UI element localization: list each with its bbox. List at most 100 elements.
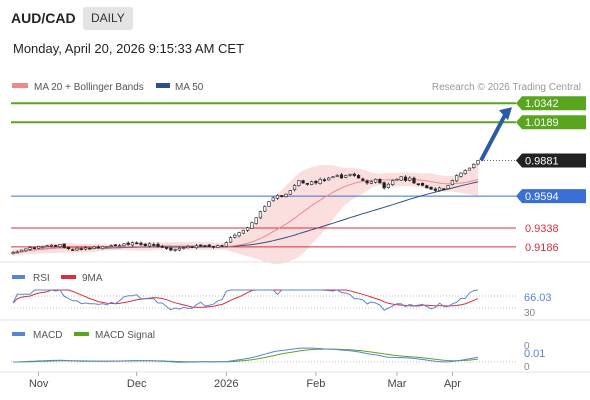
level-text: 0.9881 [525,155,559,167]
candle [224,241,228,248]
candle-body-up [284,193,288,197]
candle [327,177,331,181]
rsi-line [12,289,479,311]
candle [96,245,100,249]
candle [169,246,173,252]
candle [36,245,41,249]
candle [241,229,245,235]
candle-body-down [190,246,194,248]
level-label-last: 0.9881 [516,153,586,168]
candle-body-up [408,177,412,181]
ma20-legend-label: MA 20 + Bollinger Bands [34,82,144,93]
candle-body-down [62,243,66,248]
candle-body-up [331,176,335,179]
candle-body-up [288,190,292,195]
candle-body-down [203,245,207,247]
candle-body-down [356,175,361,179]
candle-body-down [211,246,216,248]
candles [11,160,480,255]
candle-body-up [241,229,245,234]
candle [250,221,254,229]
candle-body-up [391,180,395,185]
candle [378,178,382,184]
candle [62,243,66,249]
candle-body-down [135,242,139,245]
candle [105,246,109,249]
candle [45,244,49,248]
candle-body-down [305,183,309,185]
candle [258,210,263,219]
candle-body-up [130,242,135,246]
candle [344,174,348,179]
candle-body-up [275,195,280,199]
candle [420,182,425,187]
candle [49,244,54,248]
candle-body-down [352,173,356,176]
x-tick-label: Apr [444,378,461,390]
candle-body-up [237,232,241,237]
candle-body-up [11,252,15,255]
candle-body-down [301,180,305,184]
candle [382,181,386,190]
candle-body-up [327,177,331,181]
candle [437,186,442,192]
candle [143,243,147,247]
candle [408,176,412,182]
candle-body-up [105,246,109,249]
level-label-resistance: 1.0342 [516,96,586,111]
candle [395,178,399,181]
candle-body-down [220,245,224,247]
timeframe-badge[interactable]: DAILY [83,7,133,30]
candle [203,244,207,247]
level-labels: 1.0342 1.0189 0.9881 0.9594 0.9338 0.9186 [516,96,586,254]
candle [113,243,117,247]
level-text: 0.9338 [525,223,559,235]
candle [339,172,344,179]
candle-body-down [339,174,344,179]
price-pane: 1.0342 1.0189 0.9881 0.9594 0.9338 0.9186 [11,96,586,265]
candle-body-up [446,185,450,189]
candle [237,231,241,238]
candle-body-up [335,175,339,177]
candle-body-up [476,160,480,165]
candle [280,194,284,198]
candle-body-up [267,201,271,207]
candle [173,248,177,252]
chart-header: AUD/CAD DAILY [0,0,590,36]
candle [305,182,309,186]
rsi-ma-legend-swatch [61,275,76,279]
candle-body-up [467,167,472,171]
candle-body-up [45,245,49,248]
candle-body-up [369,181,373,184]
macd-legend-swatch [12,332,25,336]
candle [416,183,420,186]
symbol-title: AUD/CAD [11,10,76,26]
candle-body-down [54,244,58,247]
candle [147,242,152,248]
candle [156,242,160,248]
candle-body-down [442,188,446,190]
candle-body-down [164,247,169,249]
candle-body-up [310,181,314,186]
candle-body-up [122,243,126,247]
level-label-support: 0.9186 [525,242,559,254]
x-tick-label: Nov [29,378,49,390]
candle-body-up [24,248,28,252]
candle-body-up [173,249,177,251]
candle-body-up [15,251,19,254]
candle-body-down [322,179,327,181]
chart-legend: MA 20 + Bollinger Bands MA 50 Research ©… [12,82,581,93]
candle [412,176,416,185]
candle [130,241,135,247]
candle [322,177,327,183]
level-text: 1.0342 [525,98,559,110]
rsi-legend-swatch [12,275,25,279]
candle-body-down [143,243,147,247]
candle-body-down [126,242,130,245]
candle [100,245,105,250]
ma50-legend-swatch [156,83,170,88]
candle-body-up [83,247,88,250]
candle-body-up [100,246,105,250]
candle-body-down [160,246,164,248]
